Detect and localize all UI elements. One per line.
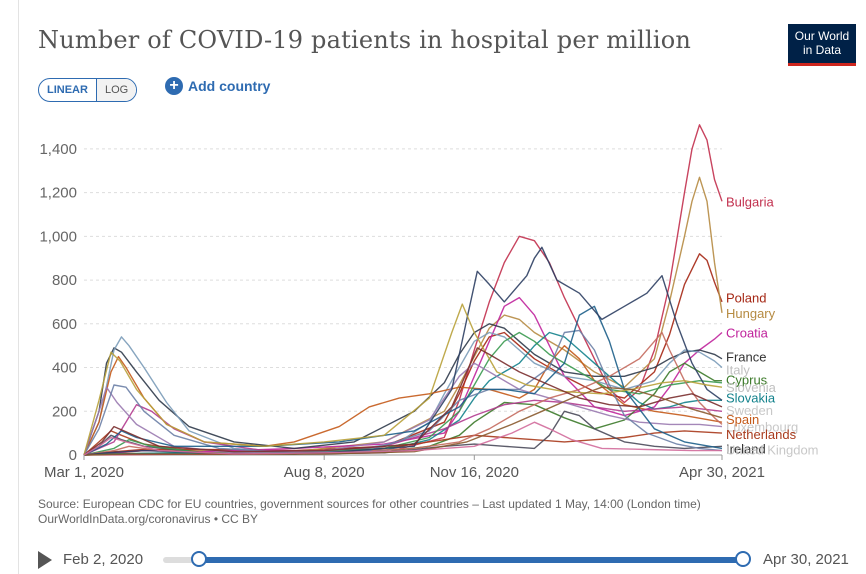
logo-accent-bar bbox=[788, 63, 856, 66]
y-tick-label: 800 bbox=[52, 272, 77, 289]
series-line-france bbox=[83, 323, 723, 456]
end-label-luxembourg: Luxembourg bbox=[726, 420, 798, 435]
owid-logo[interactable]: Our World in Data bbox=[788, 24, 856, 66]
add-country-label: Add country bbox=[188, 78, 271, 94]
end-label-slovenia: Slovenia bbox=[726, 380, 777, 395]
timeline-start-label: Feb 2, 2020 bbox=[63, 551, 144, 568]
end-label-croatia: Croatia bbox=[726, 326, 769, 341]
timeline-start-handle[interactable] bbox=[191, 551, 207, 567]
series-line-czechia bbox=[83, 246, 723, 456]
timeline-track[interactable] bbox=[163, 551, 751, 567]
series-line-belgium bbox=[83, 303, 723, 456]
play-icon[interactable] bbox=[38, 551, 52, 569]
end-label-netherlands: Netherlands bbox=[726, 427, 797, 442]
end-label-sweden: Sweden bbox=[726, 403, 773, 418]
y-tick-label: 400 bbox=[52, 360, 77, 377]
series-line-poland bbox=[83, 253, 723, 456]
timeline-end-label: Apr 30, 2021 bbox=[763, 551, 849, 568]
chart-frame bbox=[18, 0, 866, 574]
y-tick-label: 1,200 bbox=[39, 185, 77, 202]
series-line-sweden bbox=[83, 399, 723, 456]
timeline-end-handle[interactable] bbox=[735, 551, 751, 567]
logo-line2: in Data bbox=[802, 43, 842, 57]
end-label-ireland: Ireland bbox=[726, 441, 766, 456]
log-scale-button[interactable]: LOG bbox=[96, 79, 137, 101]
end-label-slovakia: Slovakia bbox=[726, 391, 776, 406]
logo-line1: Our World bbox=[794, 29, 850, 43]
x-tick-label: Apr 30, 2021 bbox=[679, 464, 765, 480]
source-text: Source: European CDC for EU countries, g… bbox=[38, 497, 701, 511]
series-line-italy bbox=[83, 331, 723, 456]
y-tick-label: 1,400 bbox=[39, 141, 77, 158]
y-tick-label: 200 bbox=[52, 403, 77, 420]
end-label-italy: Italy bbox=[726, 362, 750, 377]
end-label-bulgaria: Bulgaria bbox=[726, 194, 774, 209]
series-lines bbox=[83, 124, 723, 456]
series-line-austria bbox=[83, 347, 723, 456]
series-line-netherlands bbox=[83, 430, 723, 456]
source-note: Source: European CDC for EU countries, g… bbox=[38, 497, 701, 527]
end-label-hungary: Hungary bbox=[726, 306, 776, 321]
axis-labels: 0 200 400 600 800 1,000 1,200 1,400 Mar 1, 2020 A… bbox=[39, 141, 765, 480]
y-tick-label: 600 bbox=[52, 316, 77, 333]
end-label-cyprus: Cyprus bbox=[726, 373, 768, 388]
series-line-hungary bbox=[83, 176, 723, 456]
timeline[interactable]: Feb 2, 2020 Apr 30, 2021 bbox=[38, 548, 858, 572]
x-tick-label: Aug 8, 2020 bbox=[284, 464, 365, 480]
scale-toggle[interactable]: LINEAR LOG bbox=[38, 78, 138, 102]
end-label-spain: Spain bbox=[726, 412, 759, 427]
series-line-spain bbox=[83, 345, 723, 456]
end-label-united-kingdom: United Kingdom bbox=[726, 443, 819, 458]
series-line-ireland bbox=[83, 410, 723, 456]
license-text[interactable]: OurWorldInData.org/coronavirus • CC BY bbox=[38, 512, 259, 526]
series-line-bulgaria bbox=[83, 124, 723, 456]
series-line-portugal bbox=[83, 305, 723, 456]
end-label-france: France bbox=[726, 350, 766, 365]
y-tick-label: 0 bbox=[69, 447, 77, 464]
x-tick-label: Mar 1, 2020 bbox=[44, 464, 124, 480]
add-country-button[interactable]: + Add country bbox=[165, 77, 270, 95]
series-line-denmark bbox=[83, 421, 722, 456]
grid-lines bbox=[84, 148, 722, 456]
plus-circle-icon: + bbox=[165, 77, 183, 95]
linear-scale-button[interactable]: LINEAR bbox=[39, 79, 97, 101]
y-tick-label: 1,000 bbox=[39, 228, 77, 245]
timeline-range-fill bbox=[201, 557, 745, 563]
x-tick-label: Nov 16, 2020 bbox=[430, 464, 519, 480]
chart-title: Number of COVID-19 patients in hospital … bbox=[38, 26, 691, 54]
series-line-croatia bbox=[83, 296, 723, 456]
end-label-poland: Poland bbox=[726, 291, 766, 306]
